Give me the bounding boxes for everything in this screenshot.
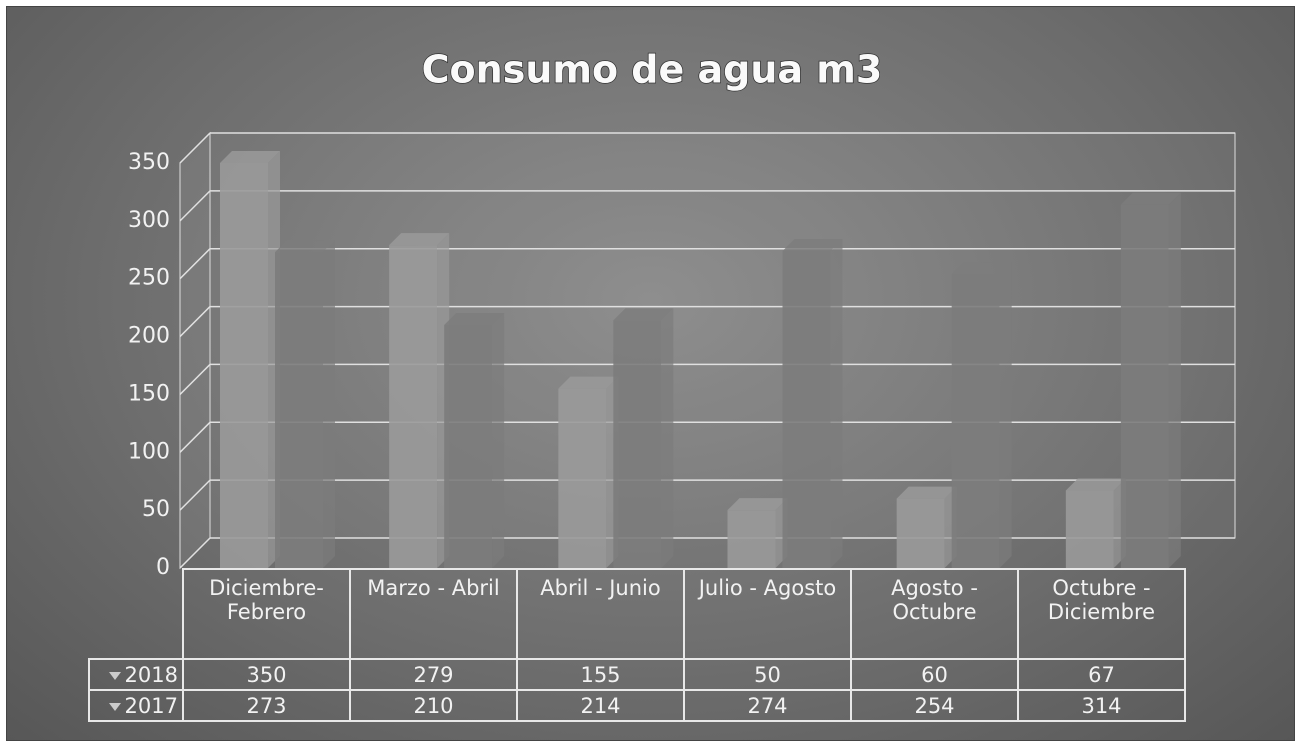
bar-top (558, 376, 619, 389)
legend-key (108, 702, 121, 711)
bar-top (727, 498, 788, 511)
grid-line-side (179, 537, 211, 569)
y-tick-label: 200 (128, 324, 170, 349)
y-tick-label: 0 (156, 555, 170, 580)
data-table: Diciembre- Febrero Marzo - Abril Abril - J… (88, 568, 1186, 722)
bar (951, 274, 1000, 568)
bar (727, 510, 776, 568)
grid-line-side (179, 190, 211, 222)
bar-top (951, 262, 1012, 275)
table-row: 2018 350 279 155 50 60 67 (88, 658, 1186, 691)
bar (275, 252, 323, 568)
category-label: Julio - Agosto (683, 568, 852, 660)
grid-line-side (179, 248, 211, 280)
bar-top (389, 233, 450, 246)
bar (613, 320, 662, 568)
bar (782, 250, 831, 568)
value-label: 155 (516, 658, 685, 691)
bar (220, 163, 268, 568)
table-row: 2017 273 210 214 274 254 314 (88, 689, 1186, 722)
back-wall (209, 132, 1236, 539)
category-label: Marzo - Abril (349, 568, 518, 660)
y-tick-label: 50 (142, 497, 170, 522)
y-tick-label: 100 (128, 439, 170, 464)
category-label: Agosto - Octubre (850, 568, 1019, 660)
y-tick-label: 250 (128, 266, 170, 291)
value-label: 60 (850, 658, 1019, 691)
value-label: 214 (516, 689, 685, 722)
bar-top (896, 486, 957, 499)
value-label: 67 (1017, 658, 1186, 691)
bar-top (1120, 192, 1181, 205)
grid-line-side (179, 363, 211, 395)
legend-key (108, 671, 121, 680)
side-wall (179, 131, 211, 570)
bar-side (1168, 192, 1181, 568)
bar-side (661, 308, 674, 568)
value-label: 50 (683, 658, 852, 691)
bar (558, 388, 607, 568)
category-label: Abril - Junio (516, 568, 685, 660)
category-label: Octubre - Diciembre (1017, 568, 1186, 660)
grid-line-side (179, 479, 211, 511)
bar-top (1065, 478, 1126, 491)
bar-side (492, 313, 505, 568)
table-header-row: Diciembre- Febrero Marzo - Abril Abril - J… (89, 568, 1186, 660)
legend-label: 2017 (124, 693, 178, 718)
bar (389, 245, 438, 568)
grid-line-side (179, 421, 211, 453)
value-label: 279 (349, 658, 518, 691)
value-label: 254 (850, 689, 1019, 722)
bar (1120, 204, 1169, 568)
bar-side (323, 240, 335, 568)
bar-side (999, 262, 1012, 568)
chart-title: Consumo de agua m3 (422, 48, 883, 92)
bar-top (220, 151, 280, 163)
bar-top (613, 308, 674, 321)
bar-side (830, 238, 843, 568)
table-corner (89, 569, 183, 659)
series-header: 2018 (88, 658, 184, 691)
legend-label: 2018 (124, 662, 178, 687)
y-tick-label: 350 (128, 150, 170, 175)
bar-top (275, 240, 335, 253)
value-label: 210 (349, 689, 518, 722)
category-label: Diciembre- Febrero (182, 568, 351, 660)
series-header: 2017 (88, 689, 184, 722)
bar-top (782, 238, 843, 251)
y-tick-label: 300 (128, 208, 170, 233)
y-tick-label: 150 (128, 381, 170, 406)
bar-top (444, 313, 505, 325)
value-label: 274 (683, 689, 852, 722)
bar (896, 498, 945, 568)
bar (1065, 490, 1114, 568)
value-label: 314 (1017, 689, 1186, 722)
grid-line-side (179, 306, 211, 338)
value-label: 350 (182, 658, 351, 691)
grid-line-side (179, 132, 211, 164)
value-label: 273 (182, 689, 351, 722)
bar (444, 325, 493, 568)
